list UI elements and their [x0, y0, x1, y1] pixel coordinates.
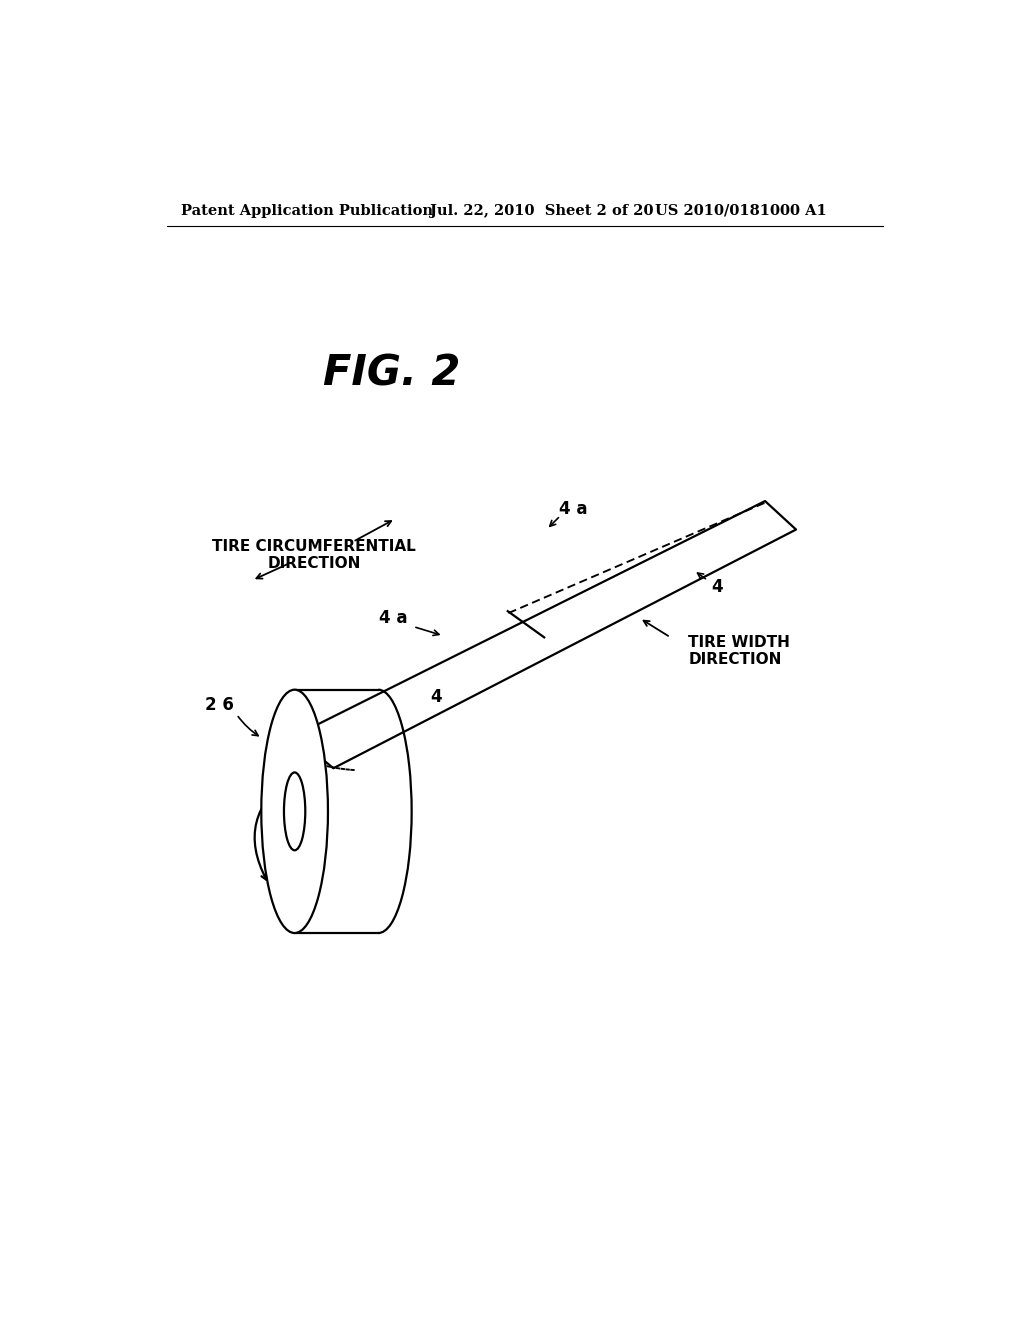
Text: 2 6: 2 6: [205, 696, 233, 714]
Ellipse shape: [261, 689, 328, 933]
Text: Jul. 22, 2010  Sheet 2 of 20: Jul. 22, 2010 Sheet 2 of 20: [430, 203, 653, 218]
Text: FIG. 2: FIG. 2: [323, 352, 460, 395]
Text: 4 a: 4 a: [379, 609, 408, 627]
Text: TIRE CIRCUMFERENTIAL
DIRECTION: TIRE CIRCUMFERENTIAL DIRECTION: [212, 539, 416, 572]
Text: US 2010/0181000 A1: US 2010/0181000 A1: [655, 203, 826, 218]
Text: 4: 4: [431, 689, 442, 706]
Text: TIRE WIDTH
DIRECTION: TIRE WIDTH DIRECTION: [688, 635, 791, 668]
Text: 4 a: 4 a: [559, 500, 588, 517]
Text: 4: 4: [712, 578, 723, 597]
Text: Patent Application Publication: Patent Application Publication: [180, 203, 433, 218]
